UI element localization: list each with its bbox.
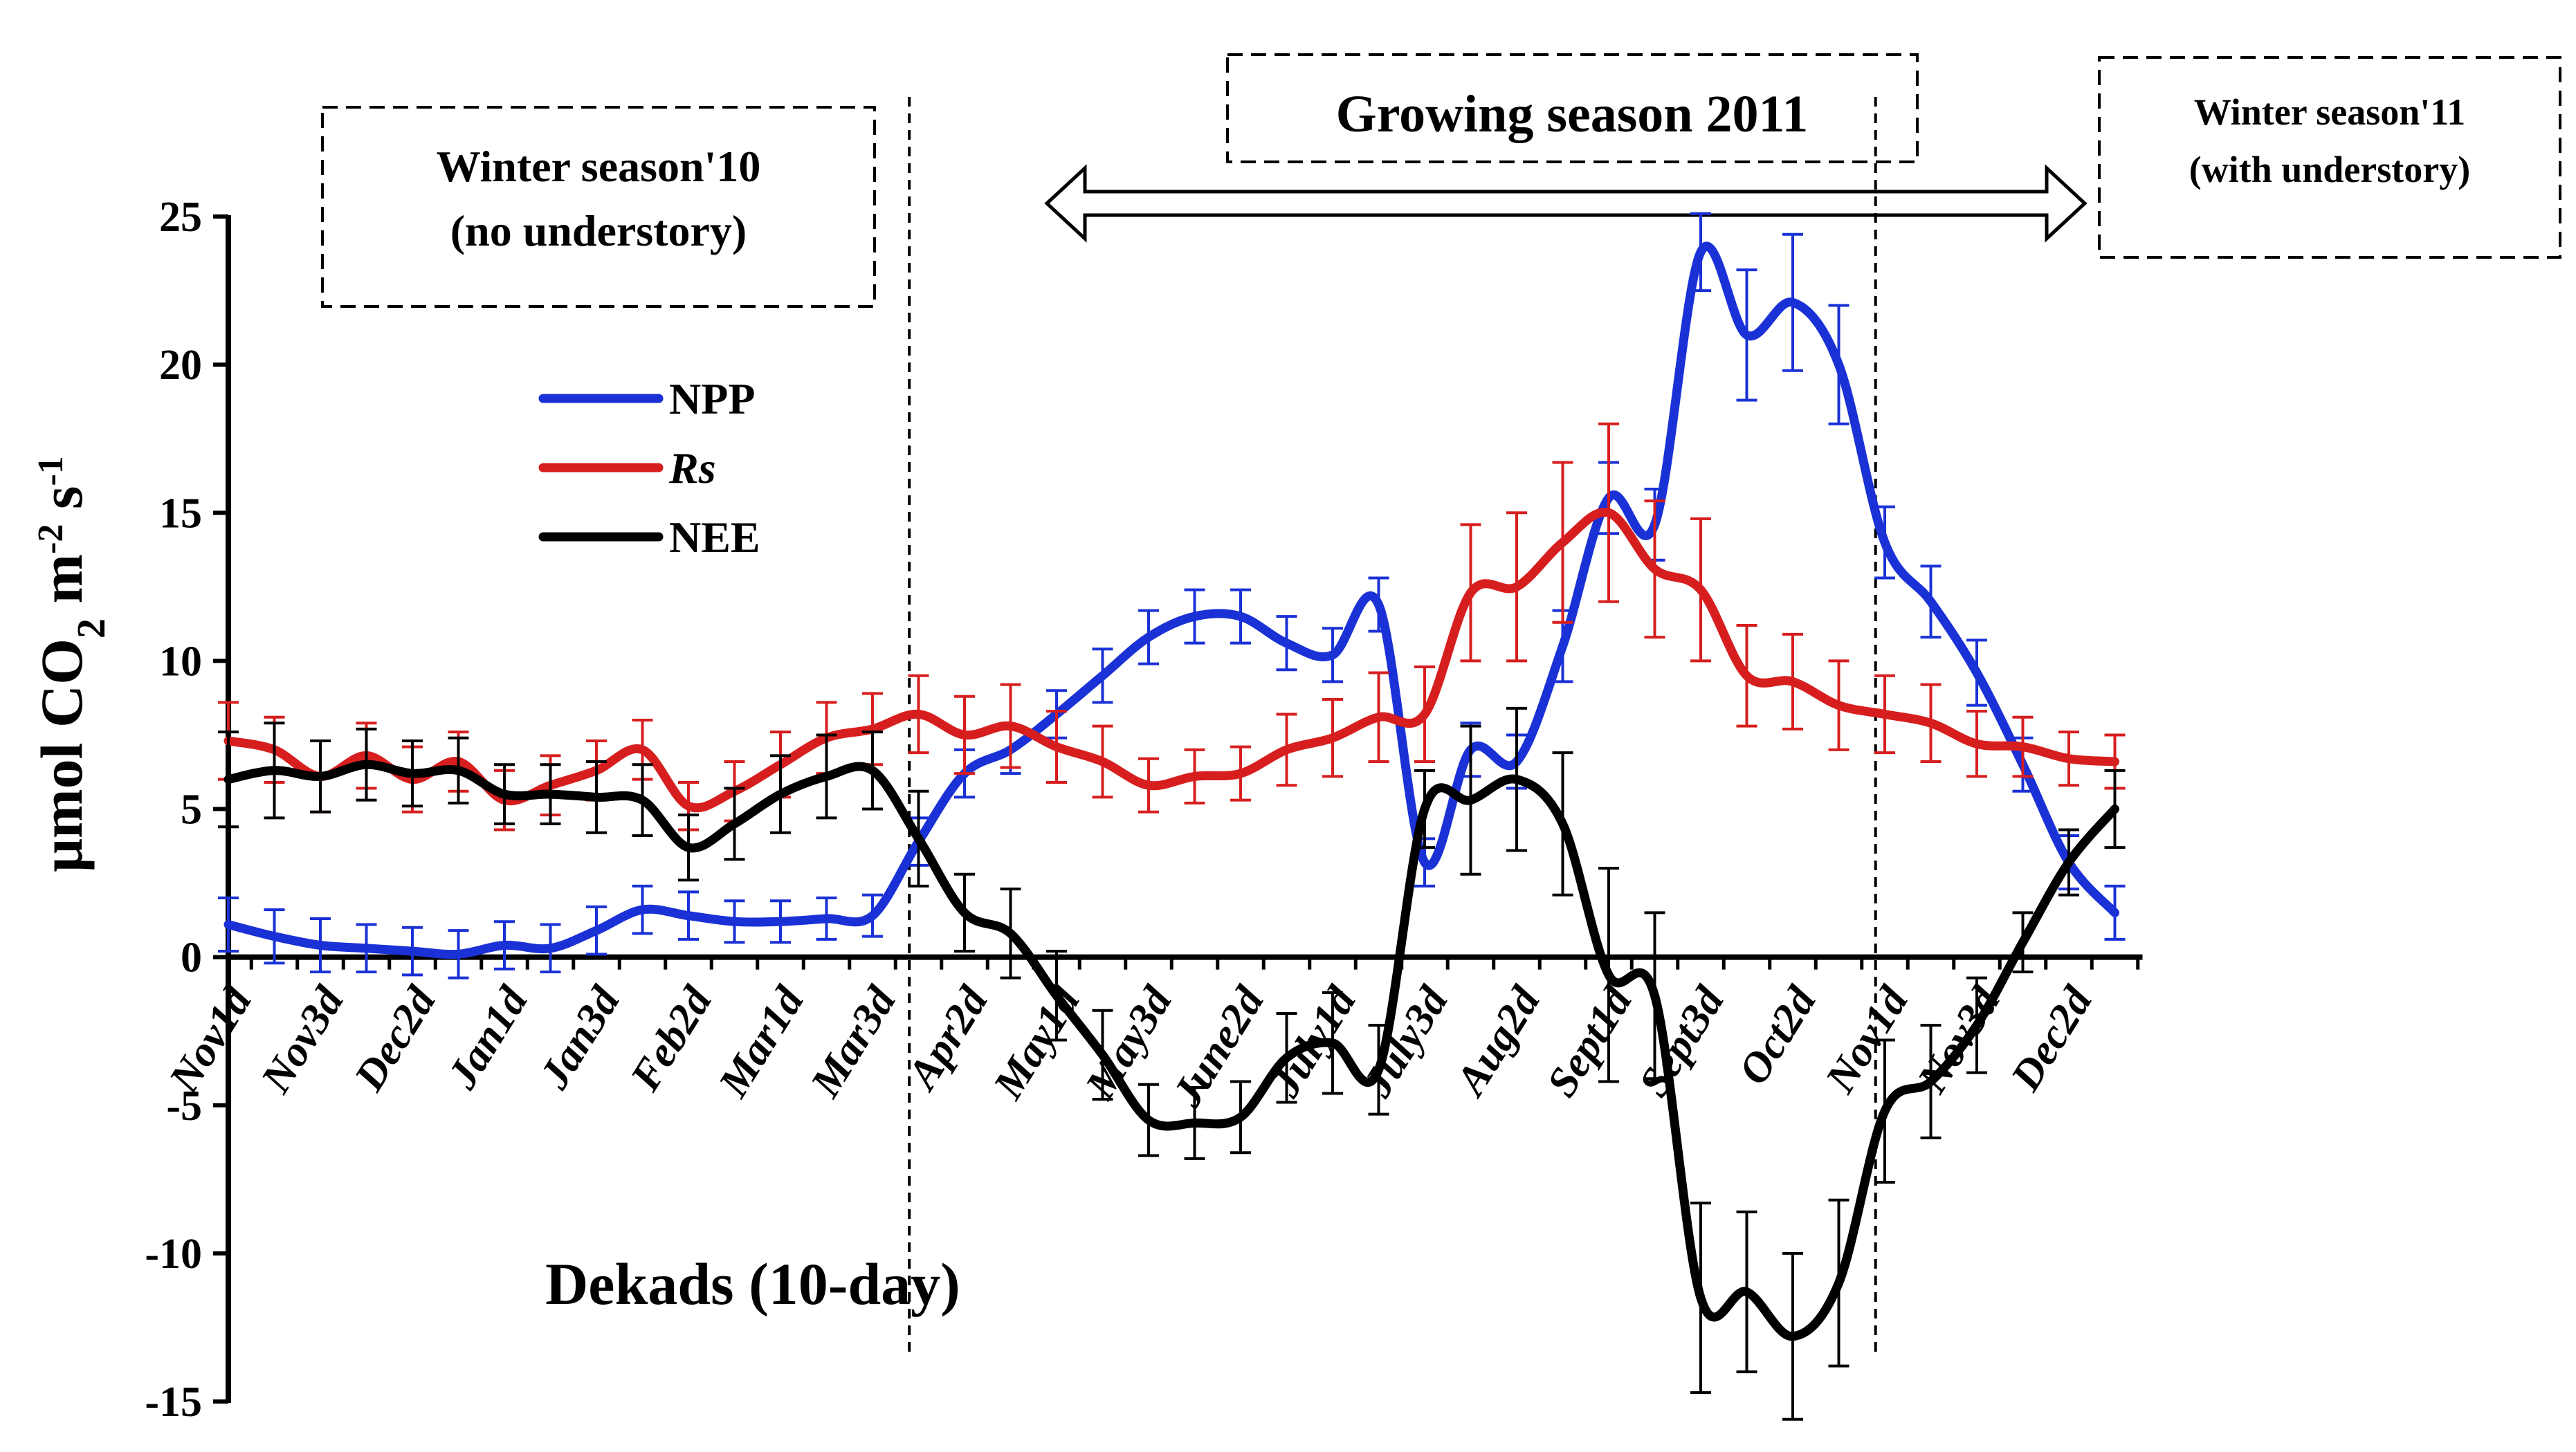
x-tick-label: Mar1d [709, 978, 813, 1105]
npp-line [223, 241, 2119, 959]
series-npp [218, 212, 2126, 980]
x-tick-label: Sept3d [1630, 978, 1733, 1105]
y-axis-title-unit-s: s [28, 486, 95, 524]
y-axis-title-sub: 2 [68, 618, 113, 638]
x-tick-label: May1d [985, 978, 1090, 1108]
winter10-line1: Winter season'10 [437, 142, 761, 191]
x-tick-label: Nov3d [252, 978, 353, 1101]
annotation-layer: Winter season'10 (no understory) Growing… [321, 53, 2561, 308]
x-tick-label: Sept1d [1538, 978, 1641, 1105]
rs-line [223, 507, 2119, 813]
y-axis-title: μmol CO2 m-2 s-1 [28, 456, 113, 872]
axis-labels: Dekads (10-day) μmol CO2 m-2 s-1 [28, 456, 960, 1317]
nee-line [223, 760, 2119, 1341]
x-axis-title: Dekads (10-day) [545, 1251, 960, 1317]
winter11-line2: (with understory) [2189, 149, 2470, 190]
x-tick-label: Apr2d [897, 978, 997, 1099]
x-tick-label: Nov1d [1816, 978, 1917, 1101]
y-tick-label: -5 [166, 1083, 202, 1130]
x-tick-label: Feb2d [621, 978, 722, 1099]
y-tick-label: 15 [159, 490, 202, 537]
y-axis-title-unit-m: m [28, 554, 95, 618]
y-tick-label: 0 [181, 935, 202, 982]
x-tick-label: Jan1d [439, 978, 538, 1097]
y-axis-title-sup2: -1 [31, 456, 71, 486]
winter10-line2: (no understory) [450, 206, 747, 255]
x-tick-label: Oct2d [1730, 978, 1825, 1092]
growing-season-arrow [1044, 164, 2088, 243]
series-layer [218, 212, 2126, 1421]
x-tick-label: Mar3d [801, 978, 905, 1105]
x-tick-label: Aug2d [1446, 978, 1550, 1105]
y-tick-label: -10 [145, 1231, 202, 1278]
y-tick-label: 25 [159, 194, 202, 241]
y-axis-title-sup1: -2 [31, 524, 71, 554]
x-tick-label: Dec2d [2002, 978, 2101, 1099]
y-tick-label: 10 [159, 638, 202, 685]
growing-season-label: Growing season 2011 [1336, 85, 1809, 143]
winter11-line1: Winter season'11 [2194, 91, 2466, 133]
legend-label-npp: NPP [669, 374, 755, 423]
y-tick-label: 5 [181, 787, 202, 834]
growing-season-box [1226, 53, 1919, 163]
x-tick-label: Dec2d [345, 978, 445, 1099]
y-tick-label: -15 [145, 1379, 202, 1426]
legend: NPP Rs NEE [538, 374, 760, 562]
y-tick-label: 20 [159, 342, 202, 389]
series-nee [218, 706, 2126, 1421]
winter10-box [321, 106, 876, 308]
x-tick-label: Nov1d [160, 978, 261, 1101]
legend-label-nee: NEE [669, 513, 760, 562]
x-tick-label: Jan3d [531, 978, 630, 1097]
y-axis-title-main: μmol CO [28, 638, 95, 872]
legend-label-rs: Rs [668, 443, 716, 493]
